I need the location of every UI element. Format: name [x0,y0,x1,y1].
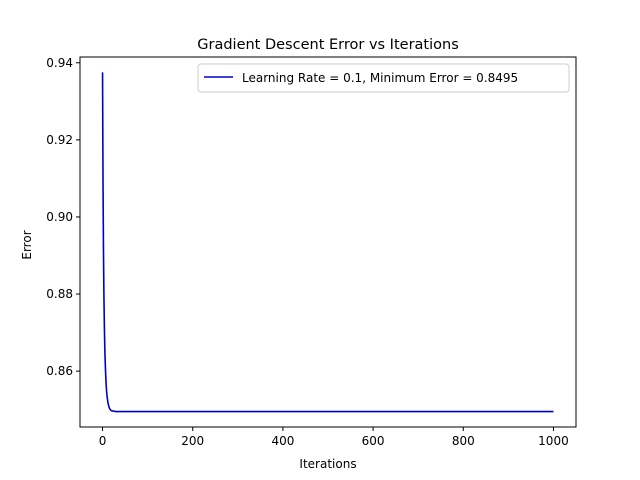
x-tick-label: 400 [271,434,294,448]
series-line-0 [101,72,554,413]
y-tick-label: 0.92 [46,133,73,147]
y-tick-label: 0.90 [46,210,73,224]
y-axis-label: Error [20,230,34,259]
y-tick-label: 0.88 [46,287,73,301]
legend-entry-label: Learning Rate = 0.1, Minimum Error = 0.8… [242,71,518,85]
x-tick-label: 600 [362,434,385,448]
y-tick-label: 0.86 [46,364,73,378]
x-tick-label: 1000 [538,434,569,448]
legend-box [197,63,570,93]
legend: Learning Rate = 0.1, Minimum Error = 0.8… [197,63,570,93]
x-tick-label: 800 [452,434,475,448]
plot-area [79,56,577,428]
x-axis-label: Iterations [299,457,356,471]
x-tick-label: 0 [99,434,107,448]
chart-title: Gradient Descent Error vs Iterations [197,37,459,53]
axes-frame [79,56,577,428]
x-tick-label: 200 [181,434,204,448]
y-tick-label: 0.94 [46,56,73,70]
ticks: 0 200 400 600 800 1000 0.86 0.88 0.90 0.92 0.94 [46,56,568,448]
